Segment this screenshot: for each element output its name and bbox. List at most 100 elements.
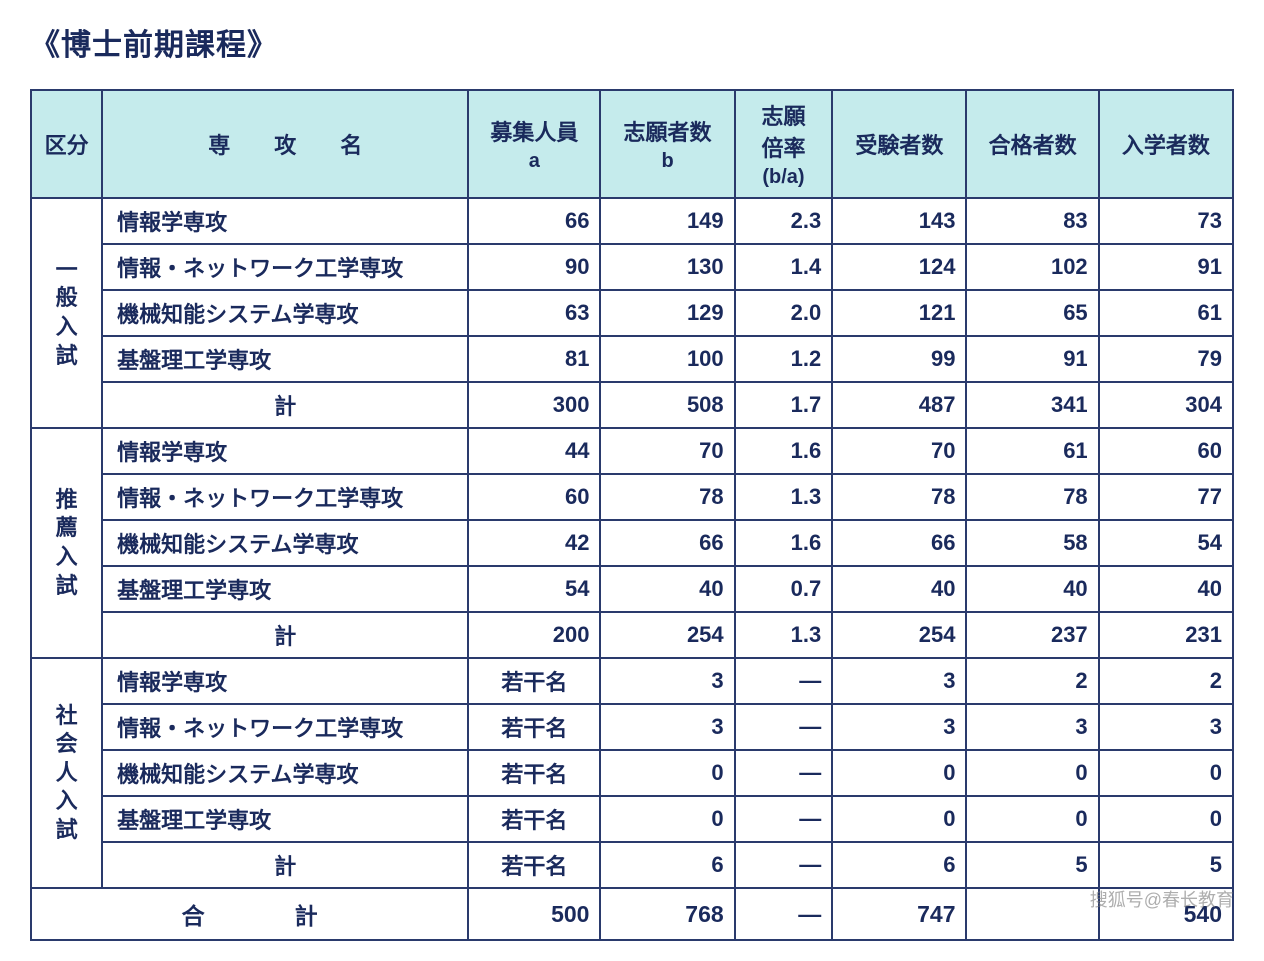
applicants-cell: 149 xyxy=(600,198,734,244)
examinees-cell: 747 xyxy=(832,888,966,940)
enrolled-cell: 2 xyxy=(1099,658,1233,704)
capacity-cell: 300 xyxy=(468,382,600,428)
table-row: 情報・ネットワーク工学専攻60781.3787877 xyxy=(31,474,1233,520)
passed-cell: 341 xyxy=(966,382,1098,428)
major-cell: 機械知能システム学専攻 xyxy=(102,750,468,796)
passed-cell: 2 xyxy=(966,658,1098,704)
enrolled-cell: 91 xyxy=(1099,244,1233,290)
applicants-cell: 129 xyxy=(600,290,734,336)
table-row: 機械知能システム学専攻若干名0―000 xyxy=(31,750,1233,796)
col-passed: 合格者数 xyxy=(966,90,1098,198)
examinees-cell: 70 xyxy=(832,428,966,474)
examinees-cell: 143 xyxy=(832,198,966,244)
table-row: 情報・ネットワーク工学専攻若干名3―333 xyxy=(31,704,1233,750)
applicants-cell: 100 xyxy=(600,336,734,382)
applicants-cell: 40 xyxy=(600,566,734,612)
ratio-cell: 1.6 xyxy=(735,520,833,566)
passed-cell: 0 xyxy=(966,796,1098,842)
ratio-cell: 1.2 xyxy=(735,336,833,382)
category-cell: 一般入試 xyxy=(31,198,102,428)
capacity-cell: 60 xyxy=(468,474,600,520)
passed-cell: 78 xyxy=(966,474,1098,520)
applicants-cell: 66 xyxy=(600,520,734,566)
capacity-cell: 500 xyxy=(468,888,600,940)
major-cell: 情報学専攻 xyxy=(102,428,468,474)
examinees-cell: 254 xyxy=(832,612,966,658)
examinees-cell: 0 xyxy=(832,796,966,842)
watermark: 搜狐号@春长教育 xyxy=(1090,886,1234,912)
examinees-cell: 0 xyxy=(832,750,966,796)
enrolled-cell: 54 xyxy=(1099,520,1233,566)
ratio-cell: 0.7 xyxy=(735,566,833,612)
col-major: 専 攻 名 xyxy=(102,90,468,198)
examinees-cell: 487 xyxy=(832,382,966,428)
enrolled-cell: 231 xyxy=(1099,612,1233,658)
enrolled-cell: 73 xyxy=(1099,198,1233,244)
grand-total-row: 合計500768―747540 xyxy=(31,888,1233,940)
ratio-cell: 1.3 xyxy=(735,474,833,520)
examinees-cell: 66 xyxy=(832,520,966,566)
enrolled-cell: 304 xyxy=(1099,382,1233,428)
ratio-cell: 1.6 xyxy=(735,428,833,474)
col-capacity: 募集人員a xyxy=(468,90,600,198)
table-row: 基盤理工学専攻54400.7404040 xyxy=(31,566,1233,612)
applicants-cell: 70 xyxy=(600,428,734,474)
ratio-cell: ― xyxy=(735,704,833,750)
capacity-cell: 若干名 xyxy=(468,658,600,704)
applicants-cell: 6 xyxy=(600,842,734,888)
table-row: 情報・ネットワーク工学専攻901301.412410291 xyxy=(31,244,1233,290)
applicants-cell: 0 xyxy=(600,750,734,796)
applicants-cell: 508 xyxy=(600,382,734,428)
capacity-cell: 若干名 xyxy=(468,796,600,842)
enrolled-cell: 0 xyxy=(1099,750,1233,796)
subtotal-label: 計 xyxy=(102,612,468,658)
capacity-cell: 90 xyxy=(468,244,600,290)
capacity-cell: 66 xyxy=(468,198,600,244)
grand-total-label: 合計 xyxy=(31,888,468,940)
major-cell: 基盤理工学専攻 xyxy=(102,796,468,842)
subtotal-row: 計2002541.3254237231 xyxy=(31,612,1233,658)
examinees-cell: 124 xyxy=(832,244,966,290)
passed-cell: 65 xyxy=(966,290,1098,336)
applicants-cell: 3 xyxy=(600,658,734,704)
major-cell: 基盤理工学専攻 xyxy=(102,566,468,612)
enrolled-cell: 40 xyxy=(1099,566,1233,612)
table-row: 基盤理工学専攻若干名0―000 xyxy=(31,796,1233,842)
table-row: 社会人入試情報学専攻若干名3―322 xyxy=(31,658,1233,704)
table-row: 推薦入試情報学専攻44701.6706160 xyxy=(31,428,1233,474)
col-enrolled: 入学者数 xyxy=(1099,90,1233,198)
ratio-cell: 1.3 xyxy=(735,612,833,658)
applicants-cell: 130 xyxy=(600,244,734,290)
enrolled-cell: 0 xyxy=(1099,796,1233,842)
table-row: 機械知能システム学専攻42661.6665854 xyxy=(31,520,1233,566)
examinees-cell: 3 xyxy=(832,704,966,750)
table-row: 機械知能システム学専攻631292.01216561 xyxy=(31,290,1233,336)
ratio-cell: 2.0 xyxy=(735,290,833,336)
table-body: 一般入試情報学専攻661492.31438373情報・ネットワーク工学専攻901… xyxy=(31,198,1233,940)
passed-cell: 58 xyxy=(966,520,1098,566)
ratio-cell: ― xyxy=(735,888,833,940)
capacity-cell: 42 xyxy=(468,520,600,566)
major-cell: 情報・ネットワーク工学専攻 xyxy=(102,704,468,750)
capacity-cell: 54 xyxy=(468,566,600,612)
capacity-cell: 若干名 xyxy=(468,704,600,750)
major-cell: 機械知能システム学専攻 xyxy=(102,520,468,566)
capacity-cell: 44 xyxy=(468,428,600,474)
col-examinees: 受験者数 xyxy=(832,90,966,198)
major-cell: 基盤理工学専攻 xyxy=(102,336,468,382)
examinees-cell: 40 xyxy=(832,566,966,612)
enrolled-cell: 3 xyxy=(1099,704,1233,750)
applicants-cell: 78 xyxy=(600,474,734,520)
passed-cell: 0 xyxy=(966,750,1098,796)
capacity-cell: 63 xyxy=(468,290,600,336)
passed-cell: 61 xyxy=(966,428,1098,474)
col-ratio: 志願倍率(b/a) xyxy=(735,90,833,198)
passed-cell: 83 xyxy=(966,198,1098,244)
examinees-cell: 121 xyxy=(832,290,966,336)
subtotal-row: 計3005081.7487341304 xyxy=(31,382,1233,428)
table-row: 一般入試情報学専攻661492.31438373 xyxy=(31,198,1233,244)
applicants-cell: 768 xyxy=(600,888,734,940)
category-cell: 推薦入試 xyxy=(31,428,102,658)
passed-cell: 237 xyxy=(966,612,1098,658)
passed-cell: 102 xyxy=(966,244,1098,290)
